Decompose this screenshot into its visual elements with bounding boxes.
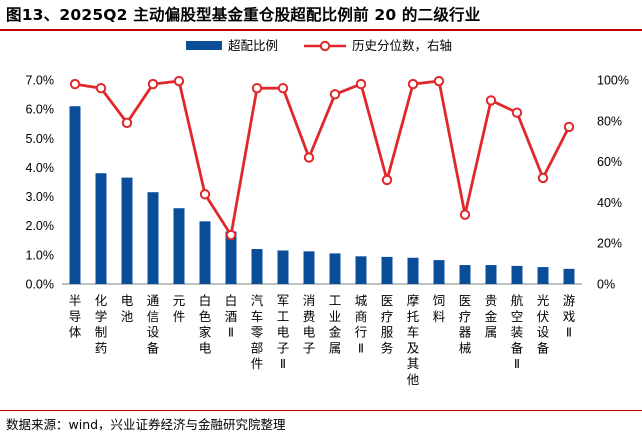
bar	[511, 265, 523, 284]
y-left-tick-label: 6.0%	[26, 103, 55, 117]
title-divider	[0, 29, 642, 31]
y-left-tick-label: 2.0%	[26, 219, 55, 233]
source-note: 数据来源：wind，兴业证券经济与金融研究院整理	[6, 417, 286, 432]
chart-legend: 超配比例 历史分位数，右轴	[186, 38, 452, 53]
category-label: 摩托车及其他	[407, 293, 420, 387]
bar	[459, 265, 471, 284]
category-label: 白酒 Ⅱ	[225, 293, 238, 340]
line-point	[407, 78, 419, 90]
line-point	[225, 229, 237, 241]
legend-line-label: 历史分位数，右轴	[352, 38, 452, 53]
y-left-tick-label: 5.0%	[26, 132, 55, 146]
legend-bar-label: 超配比例	[228, 38, 278, 53]
category-label: 消费电子	[303, 293, 316, 355]
line-point	[251, 82, 263, 94]
bar	[303, 251, 315, 284]
category-label: 元件	[173, 293, 186, 324]
chart-axes: 0.0% 1.0% 2.0% 3.0% 4.0% 5.0% 6.0% 7.0% 0% 20% 40%…	[26, 74, 629, 292]
category-label: 贵金属	[485, 293, 498, 340]
line-point	[199, 189, 211, 200]
category-label: 游戏 Ⅱ	[563, 293, 576, 340]
y-left-tick-label: 3.0%	[26, 190, 55, 204]
category-label: 白色家电	[199, 293, 212, 355]
bar	[563, 268, 575, 284]
line-point	[277, 82, 289, 94]
line-point	[485, 95, 497, 106]
bar	[225, 231, 237, 284]
category-label: 汽车零部件	[251, 293, 264, 371]
category-label: 医疗服务	[381, 293, 394, 355]
bar	[121, 177, 133, 284]
line-point	[303, 152, 315, 163]
bar	[95, 173, 107, 284]
legend-bar-swatch	[186, 41, 222, 50]
category-label: 半导体	[69, 293, 82, 340]
source-divider	[0, 410, 642, 411]
category-label: 航空装备 Ⅱ	[511, 293, 524, 371]
bar	[173, 208, 185, 284]
line-point	[511, 107, 523, 118]
category-label: 光伏设备	[537, 293, 550, 355]
line-point	[355, 78, 367, 90]
y-left-tick-label: 4.0%	[26, 161, 55, 175]
category-label: 军工电子 Ⅱ	[277, 293, 290, 371]
line-point	[147, 78, 159, 90]
bar	[433, 260, 445, 284]
line-point	[69, 78, 81, 90]
category-label: 饲料	[433, 293, 446, 324]
y-left-tick-label: 1.0%	[26, 248, 55, 262]
bar	[355, 256, 367, 284]
line-point	[121, 117, 133, 129]
bar	[485, 265, 497, 284]
line-series	[69, 75, 575, 241]
line-point	[433, 75, 445, 87]
bar	[251, 249, 263, 284]
category-label: 城商行 Ⅱ	[355, 293, 368, 355]
bar	[199, 221, 211, 284]
y-right-tick-label: 20%	[597, 237, 622, 251]
y-right-tick-label: 80%	[597, 114, 622, 128]
line-point	[563, 121, 575, 133]
y-right-tick-label: 0%	[597, 278, 615, 292]
line-point	[329, 89, 341, 100]
category-label: 工业金属	[329, 293, 342, 355]
bar-line-chart: 超配比例 历史分位数，右轴 0.0% 1.0% 2.0% 3.0% 4.0% 5.0% 6.…	[26, 38, 629, 387]
line-point	[381, 174, 393, 186]
figure-title: 图13、2025Q2 主动偏股型基金重仓股超配比例前 20 的二级行业	[6, 6, 481, 24]
y-left-tick-label: 7.0%	[26, 74, 55, 88]
bar	[147, 192, 159, 284]
category-label: 电池	[121, 293, 134, 324]
bar	[329, 253, 341, 284]
line-point	[537, 172, 549, 184]
bar	[69, 106, 81, 284]
bar	[537, 267, 549, 284]
bar	[277, 250, 289, 284]
y-right-tick-label: 40%	[597, 196, 622, 210]
category-label: 化学制药	[95, 293, 108, 355]
category-label: 通信设备	[147, 293, 160, 355]
category-label: 医疗器械	[459, 293, 472, 355]
legend-line-marker	[319, 40, 331, 52]
line-point	[459, 209, 471, 220]
line-point	[173, 75, 185, 87]
y-left-tick-label: 0.0%	[26, 278, 55, 292]
y-right-tick-label: 60%	[597, 155, 622, 169]
bar-series	[69, 106, 575, 284]
bar	[381, 256, 393, 284]
y-right-tick-label: 100%	[597, 74, 629, 88]
line-point	[95, 82, 107, 94]
bar	[407, 257, 419, 284]
